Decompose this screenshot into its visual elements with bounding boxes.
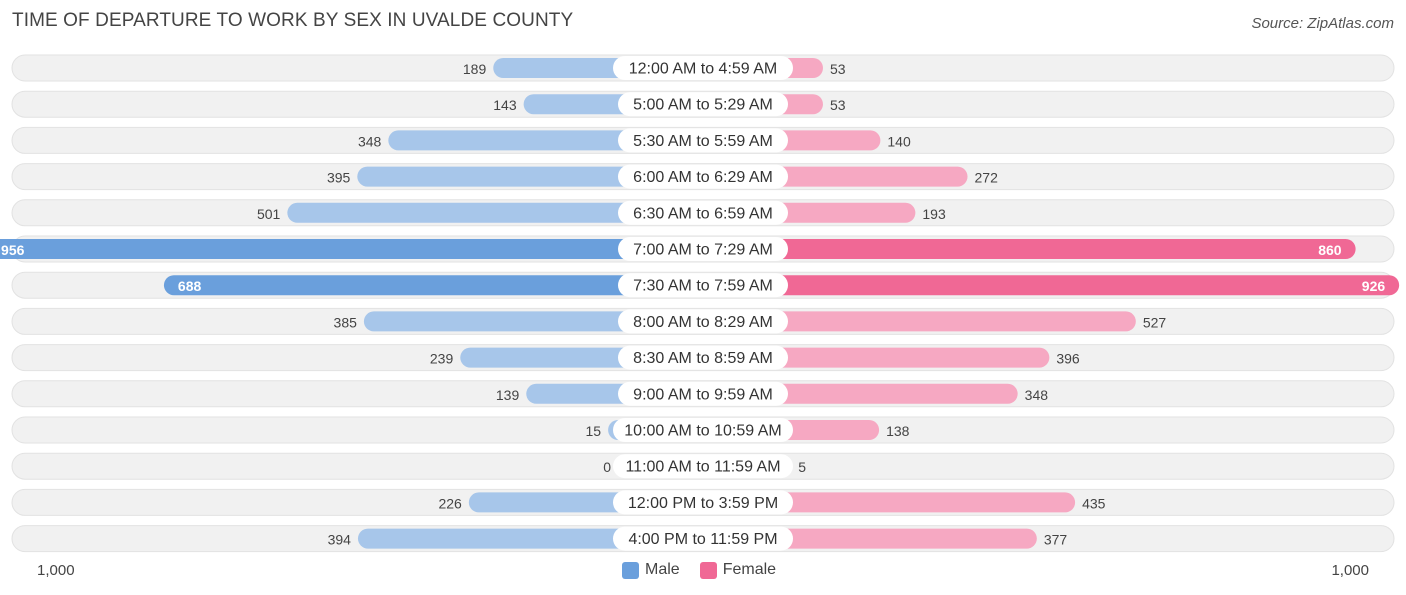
value-female: 140 (887, 133, 911, 149)
category-pill (618, 237, 788, 261)
bar-male (0, 239, 703, 259)
category-label: 5:00 AM to 5:29 AM (633, 97, 773, 114)
value-male: 143 (493, 97, 517, 113)
category-pill (618, 128, 788, 153)
legend-male-label: Male (645, 561, 680, 578)
category-pill (618, 345, 788, 370)
value-female: 377 (1044, 532, 1068, 548)
value-male: 395 (327, 170, 351, 186)
category-pill (613, 526, 793, 551)
source-note: Source: ZipAtlas.com (1251, 15, 1394, 32)
category-label: 7:30 AM to 7:59 AM (633, 278, 773, 295)
value-male: 956 (1, 242, 25, 258)
value-male: 348 (358, 133, 382, 149)
bar-male (287, 202, 703, 223)
value-female: 272 (975, 170, 999, 186)
value-female: 193 (922, 206, 946, 222)
value-male: 394 (328, 532, 352, 548)
legend-female-swatch (699, 561, 717, 579)
category-label: 12:00 PM to 3:59 PM (628, 495, 778, 512)
bar-male (163, 275, 704, 296)
value-male: 189 (463, 61, 487, 77)
category-label: 5:30 AM to 5:59 AM (633, 133, 773, 150)
value-male: 688 (178, 278, 202, 294)
category-pill (613, 418, 793, 442)
category-pill (618, 273, 788, 298)
legend-female-label: Female (722, 561, 777, 578)
category-label: 8:30 AM to 8:59 AM (633, 350, 773, 367)
value-female: 53 (830, 97, 846, 113)
value-male: 501 (257, 206, 281, 222)
category-label: 10:00 AM to 10:59 AM (624, 423, 781, 440)
value-male: 0 (603, 459, 611, 475)
category-label: 8:00 AM to 8:29 AM (633, 314, 773, 331)
value-male: 226 (438, 495, 462, 511)
bar-female (703, 492, 1076, 513)
category-label: 11:00 AM to 11:59 AM (625, 459, 780, 476)
value-female: 435 (1082, 495, 1106, 511)
category-pill (618, 200, 788, 225)
legend-male-swatch (622, 561, 639, 579)
category-label: 7:00 AM to 7:29 AM (633, 242, 773, 259)
axis-left-label: 1,000 (37, 562, 75, 579)
value-male: 139 (496, 387, 520, 403)
value-female: 348 (1025, 387, 1049, 403)
category-pill (613, 56, 793, 80)
value-male: 385 (334, 314, 358, 330)
legend-male: Male (622, 561, 680, 579)
bar-female (703, 347, 1050, 368)
value-female: 53 (830, 61, 846, 77)
axis-right-label: 1,000 (1331, 562, 1369, 579)
category-pill (618, 164, 788, 189)
value-female: 138 (886, 423, 910, 439)
category-pill (613, 454, 793, 479)
bar-male (363, 311, 703, 332)
category-label: 12:00 AM to 4:59 AM (629, 61, 778, 78)
value-female: 860 (1318, 242, 1342, 258)
bar-female (703, 311, 1136, 332)
value-female: 396 (1056, 351, 1080, 367)
category-pill (618, 309, 788, 334)
legend-female: Female (699, 561, 777, 579)
bar-female (703, 275, 1400, 296)
bar-female (703, 239, 1356, 259)
value-female: 527 (1143, 314, 1167, 330)
category-pill (618, 92, 788, 117)
bar-male (357, 166, 703, 187)
value-male: 15 (586, 423, 602, 439)
category-label: 9:00 AM to 9:59 AM (633, 386, 773, 403)
value-male: 239 (430, 351, 454, 367)
chart-title: TIME OF DEPARTURE TO WORK BY SEX IN UVAL… (12, 10, 574, 31)
category-label: 4:00 PM to 11:59 PM (628, 531, 777, 548)
value-female: 926 (1362, 278, 1386, 294)
legend: Male Female (622, 561, 776, 579)
category-pill (618, 381, 788, 406)
category-pill (613, 490, 793, 515)
category-label: 6:30 AM to 6:59 AM (633, 205, 773, 222)
value-female: 5 (798, 459, 806, 475)
category-label: 6:00 AM to 6:29 AM (633, 169, 773, 186)
